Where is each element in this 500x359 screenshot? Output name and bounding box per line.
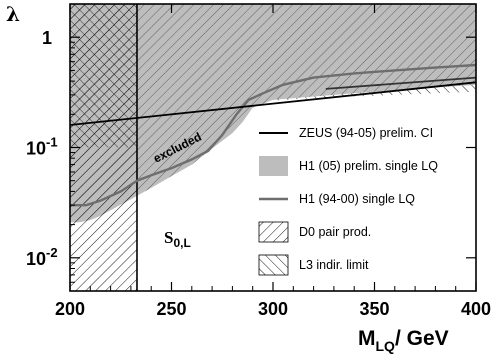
x-tick-label: 350 — [359, 299, 389, 319]
legend-item-h1_05: H1 (05) prelim. single LQ — [259, 156, 438, 176]
legend-label: H1 (05) prelim. single LQ — [299, 159, 438, 173]
scalar-label-sub: 0,L — [173, 236, 190, 250]
legend-label: ZEUS (94-05) prelim. CI — [299, 126, 433, 140]
y-tick-label-base: 1 — [42, 28, 52, 48]
h1-94-00-line — [70, 63, 476, 207]
y-tick-label: 10-1 — [26, 135, 58, 159]
legend-swatch — [258, 221, 289, 243]
y-tick-label: 10-2 — [26, 245, 58, 269]
y-tick-label: 1 — [42, 28, 52, 48]
y-tick-label-exponent: -2 — [46, 245, 58, 260]
scalar-label-main: S — [164, 228, 173, 247]
zeus-ci-line-upper — [325, 76, 476, 90]
legend-label: L3 indir. limit — [299, 258, 369, 272]
legend-item-l3: L3 indir. limit — [258, 254, 369, 276]
scalar-label: S0,L — [164, 228, 191, 250]
x-axis-label-sub: LQ — [376, 338, 396, 354]
y-tick-label-base: 10 — [26, 139, 46, 159]
x-tick-label: 250 — [156, 299, 186, 319]
legend-item-d0: D0 pair prod. — [258, 221, 371, 243]
x-axis-label: MLQ/ GeV — [358, 327, 449, 354]
legend-item-h1_94: H1 (94-00) single LQ — [259, 192, 415, 206]
zeus-ci-line — [70, 81, 476, 126]
legend-item-zeus: ZEUS (94-05) prelim. CI — [259, 126, 433, 140]
y-tick-label-exponent: -1 — [46, 135, 58, 150]
legend-label: H1 (94-00) single LQ — [299, 192, 415, 206]
legend-label: D0 pair prod. — [299, 225, 371, 239]
x-tick-label: 200 — [55, 299, 85, 319]
x-tick-label: 400 — [461, 299, 491, 319]
plot-area — [70, 4, 476, 291]
y-tick-label-base: 10 — [26, 249, 46, 269]
x-tick-label: 300 — [258, 299, 288, 319]
d0-excluded-region-upper — [70, 4, 137, 148]
x-axis-label-unit: / GeV — [395, 327, 449, 350]
x-axis-label-main: M — [358, 327, 376, 350]
y-axis-label: λ — [6, 2, 20, 26]
legend: ZEUS (94-05) prelim. CI H1 (05) prelim. s… — [258, 126, 438, 276]
legend-swatch — [258, 254, 289, 276]
legend-swatch — [259, 156, 288, 176]
